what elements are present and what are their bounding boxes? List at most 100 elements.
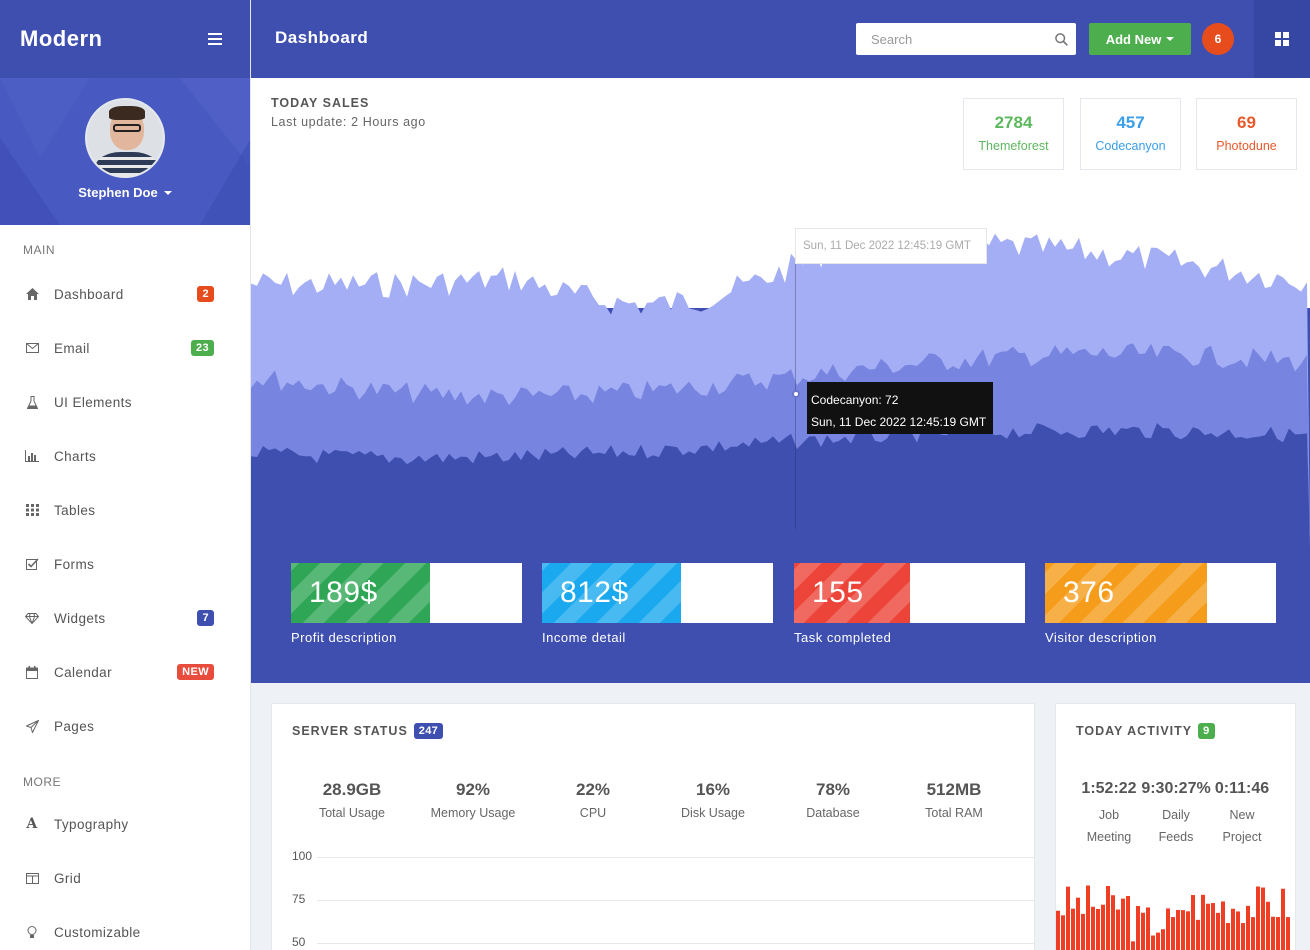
metric-value: 78% xyxy=(815,780,851,799)
profile-panel: Stephen Doe xyxy=(0,78,250,225)
activity-bar xyxy=(1236,911,1240,950)
activity-bar xyxy=(1121,898,1125,950)
activity-bar xyxy=(1076,897,1080,950)
activity-bar xyxy=(1266,901,1270,950)
activity-new-project: 0:11:46 New Project xyxy=(1207,780,1277,848)
sidebar-item-pages[interactable]: Pages xyxy=(0,699,250,753)
activity-label-line: Project xyxy=(1222,830,1262,844)
metric-label: Disk Usage xyxy=(681,806,745,820)
kpi-income[interactable]: 812$ Income detail xyxy=(542,563,773,645)
server-status-panel: SERVER STATUS 247 28.9GB Total Usage 92% M… xyxy=(271,703,1035,950)
metric-memory-usage: 92% Memory Usage xyxy=(413,780,533,820)
activity-bar xyxy=(1226,923,1230,950)
today-sales-title: TODAY SALES xyxy=(271,96,370,110)
activity-bar xyxy=(1186,911,1190,950)
sales-area-chart[interactable] xyxy=(251,78,1310,548)
avatar[interactable] xyxy=(85,98,165,178)
metric-total-usage: 28.9GB Total Usage xyxy=(292,780,412,820)
activity-daily-feeds: 9:30:27% Daily Feeds xyxy=(1141,780,1211,848)
kpi-value: 189$ xyxy=(309,576,378,609)
activity-label-line: Feeds xyxy=(1158,830,1194,844)
stat-codecanyon[interactable]: 457 Codecanyon xyxy=(1080,98,1181,170)
activity-bar xyxy=(1276,917,1280,950)
brand-logo[interactable]: Modern xyxy=(20,26,103,51)
add-new-label: Add New xyxy=(1105,31,1162,47)
search-input[interactable] xyxy=(856,23,1047,55)
sidebar-item-tables[interactable]: Tables xyxy=(0,483,250,537)
menu-toggle-icon[interactable] xyxy=(208,33,222,45)
sidebar-item-forms[interactable]: Forms xyxy=(0,537,250,591)
user-menu[interactable]: Stephen Doe xyxy=(78,185,172,200)
kpi-visitors[interactable]: 376 Visitor description xyxy=(1045,563,1276,645)
activity-bar xyxy=(1096,908,1100,950)
activity-bar xyxy=(1091,906,1095,950)
sidebar-item-widgets[interactable]: Widgets 7 xyxy=(0,591,250,645)
activity-bar xyxy=(1261,887,1265,950)
kpi-progress: 812$ xyxy=(542,563,773,623)
y-tick-label: 100 xyxy=(292,849,313,863)
kpi-profit[interactable]: 189$ Profit description xyxy=(291,563,522,645)
sidebar-item-calendar[interactable]: Calendar NEW xyxy=(0,645,250,699)
paper-plane-icon xyxy=(25,719,39,733)
activity-label: Job Meeting xyxy=(1074,804,1144,848)
sidebar-item-label: Dashboard xyxy=(54,286,124,302)
kpi-tasks[interactable]: 155 Task completed xyxy=(794,563,1025,645)
sidebar: Modern Stephen Doe MAIN Dashboard 2 Emai… xyxy=(0,0,251,950)
apps-grid-button[interactable] xyxy=(1254,0,1310,78)
activity-bar xyxy=(1131,941,1135,950)
activity-bar xyxy=(1176,909,1180,950)
sidebar-item-grid[interactable]: Grid xyxy=(0,851,250,905)
stat-label: Codecanyon xyxy=(1095,139,1166,153)
notification-badge[interactable]: 6 xyxy=(1202,23,1234,55)
stat-photodune[interactable]: 69 Photodune xyxy=(1196,98,1297,170)
kpi-progress: 376 xyxy=(1045,563,1276,623)
calendar-icon xyxy=(25,665,39,679)
bar-chart-icon xyxy=(25,449,39,463)
chart-tooltip: Codecanyon: 72 Sun, 11 Dec 2022 12:45:19… xyxy=(807,382,993,434)
sidebar-item-ui-elements[interactable]: UI Elements xyxy=(0,375,250,429)
stat-value: 457 xyxy=(1116,113,1145,132)
activity-bar xyxy=(1141,912,1145,950)
stat-value: 2784 xyxy=(994,113,1033,132)
caret-down-icon xyxy=(163,190,172,195)
sidebar-item-email[interactable]: Email 23 xyxy=(0,321,250,375)
activity-bar xyxy=(1066,886,1070,950)
diamond-icon xyxy=(25,611,39,625)
search-icon[interactable] xyxy=(1047,32,1076,46)
activity-bar xyxy=(1216,912,1220,950)
grid-icon xyxy=(1275,32,1289,46)
search-box xyxy=(856,23,1076,55)
server-status-badge: 247 xyxy=(413,723,444,739)
sidebar-item-dashboard[interactable]: Dashboard 2 xyxy=(0,267,250,321)
sidebar-item-label: Calendar xyxy=(54,664,112,680)
activity-bar xyxy=(1206,903,1210,950)
sidebar-item-typography[interactable]: A Typography xyxy=(0,797,250,851)
sidebar-item-label: Widgets xyxy=(54,610,106,626)
metric-cpu: 22% CPU xyxy=(533,780,653,820)
today-sales-subtitle: Last update: 2 Hours ago xyxy=(271,115,426,129)
main-nav: Dashboard 2 Email 23 UI Elements Charts … xyxy=(0,267,250,753)
activity-label-line: Meeting xyxy=(1086,830,1132,844)
activity-bar-chart xyxy=(1056,885,1290,950)
activity-bar xyxy=(1271,916,1275,950)
columns-icon xyxy=(25,871,39,885)
stat-themeforest[interactable]: 2784 Themeforest xyxy=(963,98,1064,170)
activity-bar xyxy=(1146,907,1150,950)
activity-label-line: New xyxy=(1229,808,1255,822)
kpi-label: Income detail xyxy=(542,630,626,645)
metric-value: 512MB xyxy=(926,780,982,799)
stat-label: Themeforest xyxy=(978,139,1049,153)
today-activity-badge: 9 xyxy=(1198,723,1215,739)
activity-bar xyxy=(1166,908,1170,950)
nav-heading-more: MORE xyxy=(23,775,61,789)
today-activity-title: TODAY ACTIVITY xyxy=(1076,724,1193,738)
page-title: Dashboard xyxy=(275,28,369,47)
kpi-value: 155 xyxy=(812,576,864,609)
checkbox-icon xyxy=(25,557,39,571)
activity-bar xyxy=(1281,888,1285,950)
sidebar-item-charts[interactable]: Charts xyxy=(0,429,250,483)
sidebar-item-customizable[interactable]: Customizable xyxy=(0,905,250,950)
activity-bar xyxy=(1181,910,1185,950)
activity-bar xyxy=(1111,895,1115,950)
add-new-button[interactable]: Add New xyxy=(1089,23,1191,55)
